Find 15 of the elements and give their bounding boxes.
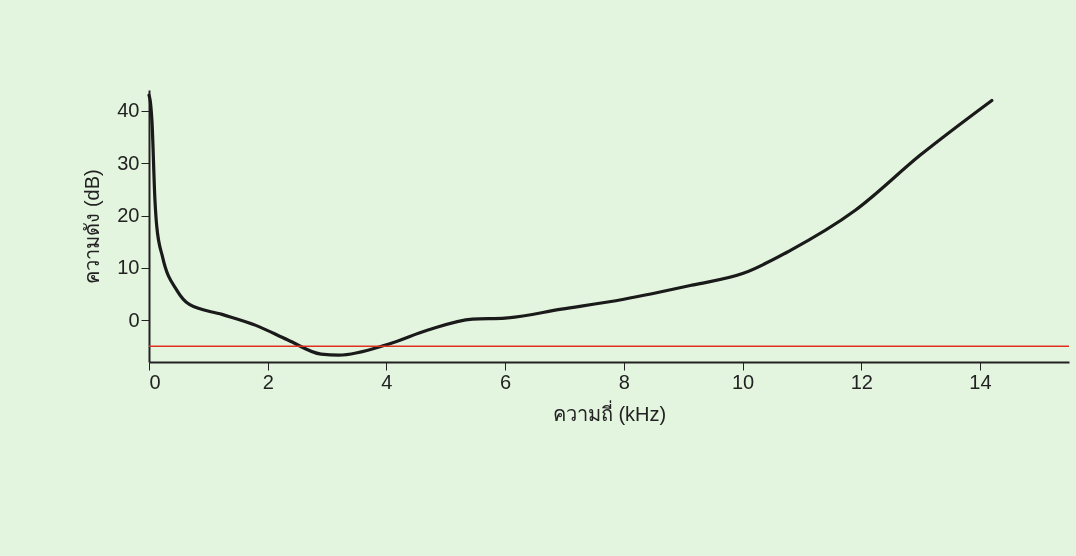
y-tick-label: 30 [117, 151, 140, 174]
x-tick-label: 14 [969, 370, 992, 393]
y-tick-label: 20 [117, 204, 140, 227]
x-tick-label: 2 [262, 370, 274, 393]
y-tick-label: 40 [117, 99, 140, 122]
x-axis-title: ความถี่ (kHz) [552, 399, 667, 425]
x-tick-label: 0 [149, 370, 161, 393]
y-tick-label: 0 [128, 308, 140, 331]
y-tick-label: 10 [117, 256, 140, 279]
x-tick-label: 6 [500, 370, 512, 393]
x-tick-label: 8 [618, 370, 630, 393]
x-tick-label: 4 [381, 370, 393, 393]
x-tick-label: 10 [731, 370, 755, 393]
x-tick-label: 12 [850, 370, 873, 393]
y-axis-title: ความดัง (dB) [81, 169, 104, 284]
